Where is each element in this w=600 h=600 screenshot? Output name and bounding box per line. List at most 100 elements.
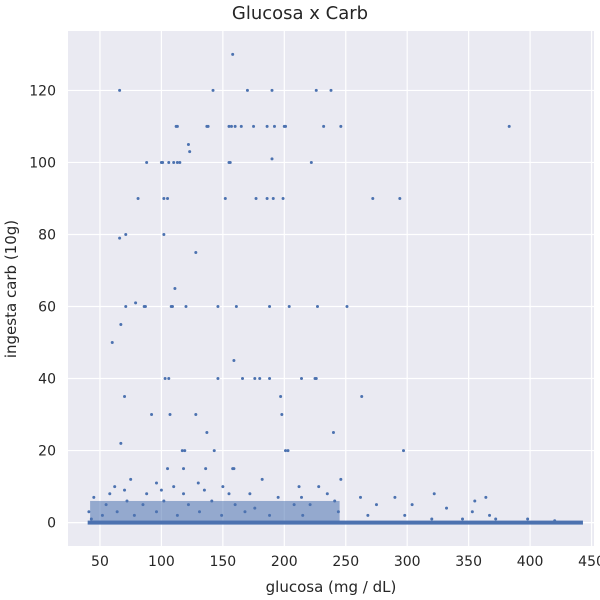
data-point xyxy=(172,160,176,164)
data-point xyxy=(194,250,198,254)
x-tick-label: 250 xyxy=(332,554,359,570)
data-point xyxy=(184,305,188,309)
data-point xyxy=(280,413,284,417)
data-point xyxy=(374,503,378,507)
data-point xyxy=(175,160,179,164)
data-point xyxy=(270,88,274,92)
data-point xyxy=(205,431,209,435)
data-point xyxy=(87,510,91,514)
data-point xyxy=(206,124,210,128)
y-tick-label: 100 xyxy=(29,155,56,171)
data-point xyxy=(188,150,192,154)
data-point xyxy=(108,492,112,496)
y-tick-label: 40 xyxy=(38,372,56,388)
x-tick-label: 50 xyxy=(91,554,109,570)
data-point xyxy=(232,467,236,471)
data-point xyxy=(526,517,530,521)
data-point xyxy=(92,495,96,499)
data-point xyxy=(300,495,304,499)
data-point xyxy=(167,160,171,164)
data-point xyxy=(134,301,138,305)
data-point xyxy=(182,467,186,471)
data-point xyxy=(211,88,215,92)
data-point xyxy=(162,196,166,200)
gridlines xyxy=(68,31,594,546)
x-tick-label: 150 xyxy=(209,554,236,570)
data-point xyxy=(216,305,220,309)
plot-area xyxy=(68,31,594,546)
x-tick-label: 300 xyxy=(394,554,421,570)
y-tick-label: 80 xyxy=(38,227,56,243)
data-point xyxy=(393,495,397,499)
data-point xyxy=(317,485,321,489)
data-point xyxy=(265,196,269,200)
data-point xyxy=(358,495,362,499)
data-point xyxy=(110,341,114,345)
data-point xyxy=(360,395,364,399)
data-point xyxy=(221,485,225,489)
data-point xyxy=(113,485,117,489)
data-point xyxy=(124,305,128,309)
data-point xyxy=(123,395,127,399)
data-point xyxy=(118,88,122,92)
x-tick-label: 200 xyxy=(271,554,298,570)
data-point xyxy=(494,517,498,521)
data-point xyxy=(461,517,464,521)
data-point xyxy=(488,513,492,517)
data-point xyxy=(182,492,186,496)
data-point xyxy=(432,492,436,496)
x-tick-label: 100 xyxy=(148,554,175,570)
data-point xyxy=(119,323,123,327)
data-point xyxy=(402,449,406,453)
data-point xyxy=(268,305,272,309)
data-point xyxy=(145,160,149,164)
y-tick-label: 120 xyxy=(29,83,56,99)
data-point xyxy=(136,196,140,200)
data-point xyxy=(265,124,269,128)
data-point xyxy=(300,377,304,381)
data-point xyxy=(227,124,231,128)
x-tick-label: 350 xyxy=(455,554,482,570)
dense-band xyxy=(87,500,583,525)
data-point xyxy=(194,413,198,417)
data-point xyxy=(366,513,370,517)
data-point xyxy=(228,160,232,164)
data-point xyxy=(403,513,407,517)
x-tick-label: 400 xyxy=(517,554,544,570)
data-point xyxy=(166,196,170,200)
data-point xyxy=(268,377,272,381)
data-point xyxy=(339,124,343,128)
data-point xyxy=(258,377,262,381)
data-point xyxy=(329,88,333,92)
data-point xyxy=(245,88,249,92)
data-point xyxy=(287,305,291,309)
data-point xyxy=(161,160,165,164)
data-point xyxy=(154,481,158,485)
data-point xyxy=(260,477,264,481)
data-point xyxy=(119,441,123,445)
data-point xyxy=(325,492,329,496)
data-point xyxy=(239,124,243,128)
data-point xyxy=(279,395,283,399)
data-point xyxy=(178,160,182,164)
data-point xyxy=(172,485,176,489)
data-point xyxy=(216,377,220,381)
y-tick-label: 60 xyxy=(38,300,56,316)
data-point xyxy=(159,488,163,492)
data-point xyxy=(507,124,511,128)
data-point xyxy=(410,503,414,507)
data-point xyxy=(186,142,190,146)
data-point xyxy=(309,160,313,164)
data-point xyxy=(284,124,288,128)
x-tick-label: 450 xyxy=(578,554,600,570)
data-point xyxy=(248,492,252,496)
data-point xyxy=(315,305,319,309)
data-point xyxy=(162,232,166,236)
data-point xyxy=(124,232,128,236)
x-axis-label: glucosa (mg / dL) xyxy=(266,578,397,596)
data-point xyxy=(339,477,343,481)
data-point xyxy=(484,495,488,499)
tick-labels: 50 100 150 200 250 300 350 400 450 0 20 40 60 80 100 12… xyxy=(29,83,600,570)
data-point xyxy=(252,124,256,128)
data-point xyxy=(286,449,290,453)
